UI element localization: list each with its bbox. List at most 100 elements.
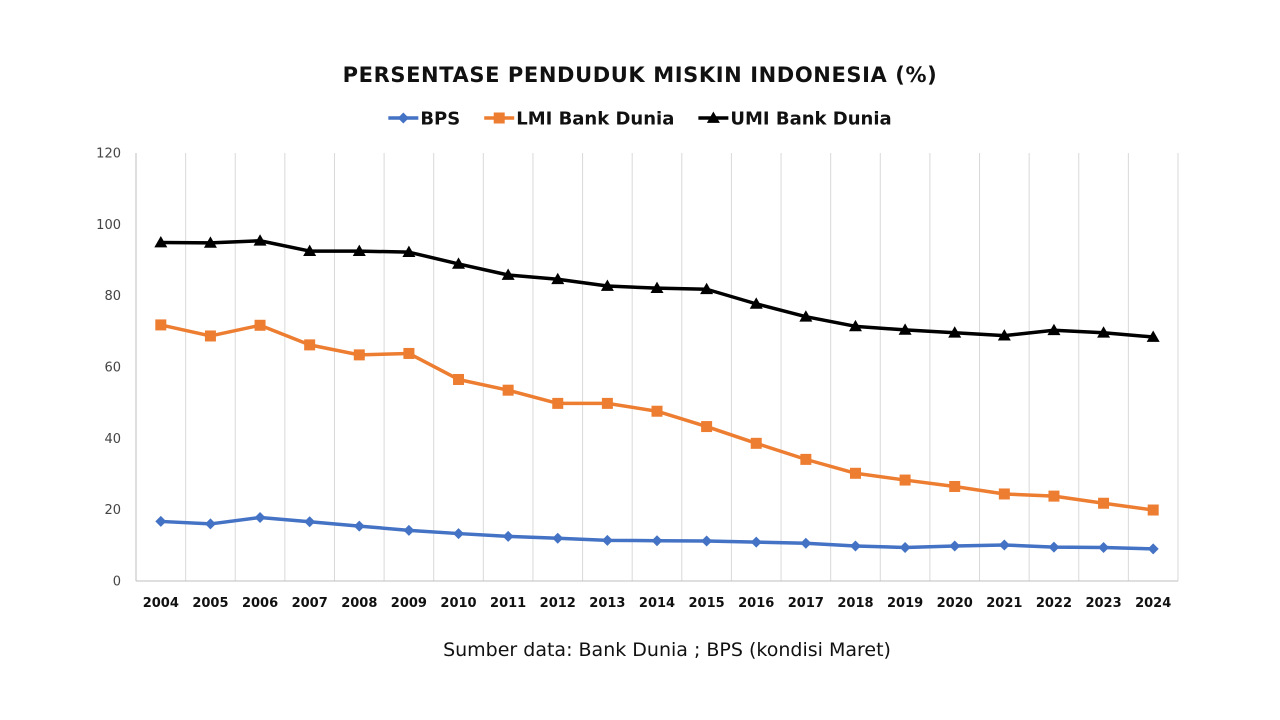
data-point [750,536,762,548]
data-point [155,515,167,527]
x-tick-label: 2012 [540,596,576,611]
data-point [899,474,911,486]
series-0 [155,512,1159,555]
data-point [403,347,415,359]
source-note: Sumber data: Bank Dunia ; BPS (kondisi M… [443,639,891,661]
data-point [1098,541,1110,553]
data-point [502,384,514,396]
data-point [949,480,961,492]
data-point [800,537,812,549]
data-point [204,330,216,342]
x-tick-label: 2013 [589,596,625,611]
x-tick-label: 2007 [292,596,328,611]
x-tick-label: 2006 [242,596,278,611]
y-tick-label: 40 [104,432,121,447]
x-tick-label: 2010 [440,596,476,611]
data-point [949,540,961,552]
x-tick-label: 2005 [192,596,228,611]
x-tick-label: 2015 [689,596,725,611]
data-point [601,397,613,409]
y-tick-label: 120 [96,147,121,162]
data-point [154,236,168,248]
x-tick-label: 2019 [887,596,923,611]
x-tick-label: 2004 [143,596,179,611]
data-point [304,339,316,351]
data-point [997,329,1011,341]
data-point [402,245,416,258]
data-point [849,467,861,479]
legend-item: BPS [388,109,460,130]
data-point [600,279,614,291]
data-point [253,234,267,246]
legend-item: LMI Bank Dunia [484,109,674,130]
data-point [898,323,912,335]
legend: BPS LMI Bank Dunia UMI Bank Dunia [388,109,892,130]
x-tick-label: 2009 [391,596,427,611]
x-tick-label: 2014 [639,596,675,611]
data-point [304,516,316,528]
x-axis: 2004 2005 2006 2007 2008 2009 2010 2011 2012 2013… [143,596,1172,611]
x-tick-label: 2017 [788,596,824,611]
data-point [552,397,564,409]
x-tick-label: 2011 [490,596,526,611]
x-tick-label: 2016 [738,596,774,611]
series-1 [155,319,1159,516]
data-point [254,512,266,524]
grid-lines [135,153,1179,582]
data-point [452,257,466,269]
series-2 [154,234,1160,342]
y-tick-label: 20 [104,503,121,518]
data-point [552,532,564,544]
data-point [453,528,465,540]
x-tick-label: 2008 [341,596,377,611]
data-point [651,535,663,547]
data-point [502,530,514,542]
data-point [701,421,713,433]
series-layer [154,234,1160,555]
data-point [749,297,763,309]
legend-item: UMI Bank Dunia [698,109,892,130]
data-point [799,310,813,322]
data-point [254,319,266,331]
data-point [750,437,762,449]
data-point [701,535,713,547]
data-point [800,453,812,465]
x-tick-label: 2024 [1135,596,1171,611]
data-point [1098,497,1110,509]
data-point [899,541,911,553]
series-line [159,323,1155,512]
data-point [1048,490,1060,502]
x-tick-label: 2021 [986,596,1022,611]
data-point [1147,504,1159,516]
data-point [1047,323,1061,336]
legend-label: BPS [420,109,460,130]
y-tick-label: 60 [104,361,121,376]
data-point [303,244,317,256]
data-point [1147,543,1159,555]
legend-marker [706,111,720,123]
data-point [650,281,664,294]
y-axis: 0 20 40 60 80 100 120 [96,147,121,590]
data-point [551,272,565,285]
legend-label: LMI Bank Dunia [516,109,674,130]
data-point [998,488,1010,500]
data-point [700,282,714,295]
x-tick-label: 2020 [937,596,973,611]
data-point [403,524,415,536]
x-tick-label: 2023 [1085,596,1121,611]
data-point [998,539,1010,551]
data-point [849,540,861,552]
data-point [948,326,962,338]
x-tick-label: 2022 [1036,596,1072,611]
y-tick-label: 100 [96,218,121,233]
data-point [501,268,515,280]
data-point [1097,326,1111,338]
data-point [651,405,663,417]
y-tick-label: 80 [104,289,121,304]
data-point [352,244,366,256]
data-point [203,236,217,248]
data-point [1146,330,1160,342]
chart-title: PERSENTASE PENDUDUK MISKIN INDONESIA (%) [343,63,938,87]
data-point [1048,541,1060,553]
